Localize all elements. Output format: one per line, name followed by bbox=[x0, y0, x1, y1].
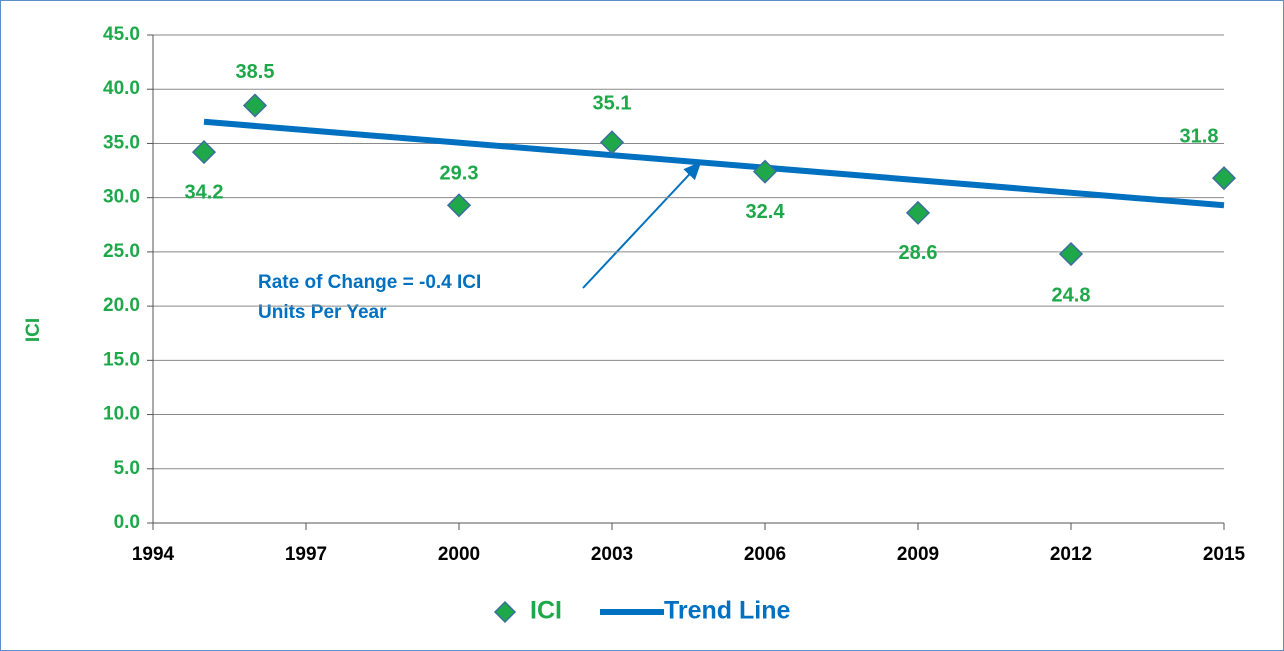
annotation-line: Rate of Change = -0.4 ICI bbox=[258, 272, 481, 293]
y-tick-label: 40.0 bbox=[103, 78, 140, 99]
y-tick-label: 20.0 bbox=[103, 295, 140, 316]
data-label: 28.6 bbox=[899, 242, 938, 264]
annotation-line: Units Per Year bbox=[258, 302, 387, 323]
y-tick-label: 35.0 bbox=[103, 132, 140, 153]
y-tick-label: 45.0 bbox=[103, 24, 140, 45]
data-label: 34.2 bbox=[185, 181, 224, 203]
data-point bbox=[446, 193, 472, 218]
x-tick-label: 2009 bbox=[897, 544, 939, 565]
data-point bbox=[1058, 241, 1084, 267]
x-tick-label: 1997 bbox=[285, 544, 327, 565]
y-tick-label: 5.0 bbox=[114, 458, 140, 479]
data-label: 38.5 bbox=[236, 61, 275, 83]
x-tick-label: 2003 bbox=[591, 544, 633, 565]
data-point bbox=[1211, 166, 1237, 191]
data-label: 24.8 bbox=[1052, 284, 1091, 306]
legend-symbol bbox=[493, 600, 517, 624]
data-point bbox=[242, 93, 268, 118]
x-tick-label: 2000 bbox=[438, 544, 480, 565]
data-point bbox=[191, 140, 217, 165]
data-point bbox=[599, 130, 625, 155]
annotation-arrow bbox=[582, 161, 702, 289]
x-tick-label: 2015 bbox=[1203, 544, 1246, 565]
y-tick-label: 25.0 bbox=[103, 241, 140, 262]
data-label: 35.1 bbox=[593, 93, 632, 115]
data-point bbox=[905, 200, 931, 225]
y-axis-label: ICI bbox=[23, 318, 44, 342]
trend-line bbox=[203, 118, 1225, 209]
y-tick-label: 10.0 bbox=[103, 404, 140, 425]
data-label: 29.3 bbox=[440, 163, 479, 185]
legend-label: ICI bbox=[530, 597, 562, 625]
data-label: 32.4 bbox=[746, 201, 786, 223]
data-point bbox=[752, 159, 778, 184]
x-tick-label: 1994 bbox=[132, 544, 175, 565]
data-label: 31.8 bbox=[1180, 125, 1219, 147]
x-tick-label: 2006 bbox=[744, 544, 786, 565]
y-tick-label: 0.0 bbox=[114, 512, 140, 533]
x-tick-label: 2012 bbox=[1050, 544, 1092, 565]
y-tick-label: 30.0 bbox=[103, 187, 140, 208]
legend-label: Trend Line bbox=[664, 597, 791, 625]
y-tick-label: 15.0 bbox=[103, 349, 140, 370]
